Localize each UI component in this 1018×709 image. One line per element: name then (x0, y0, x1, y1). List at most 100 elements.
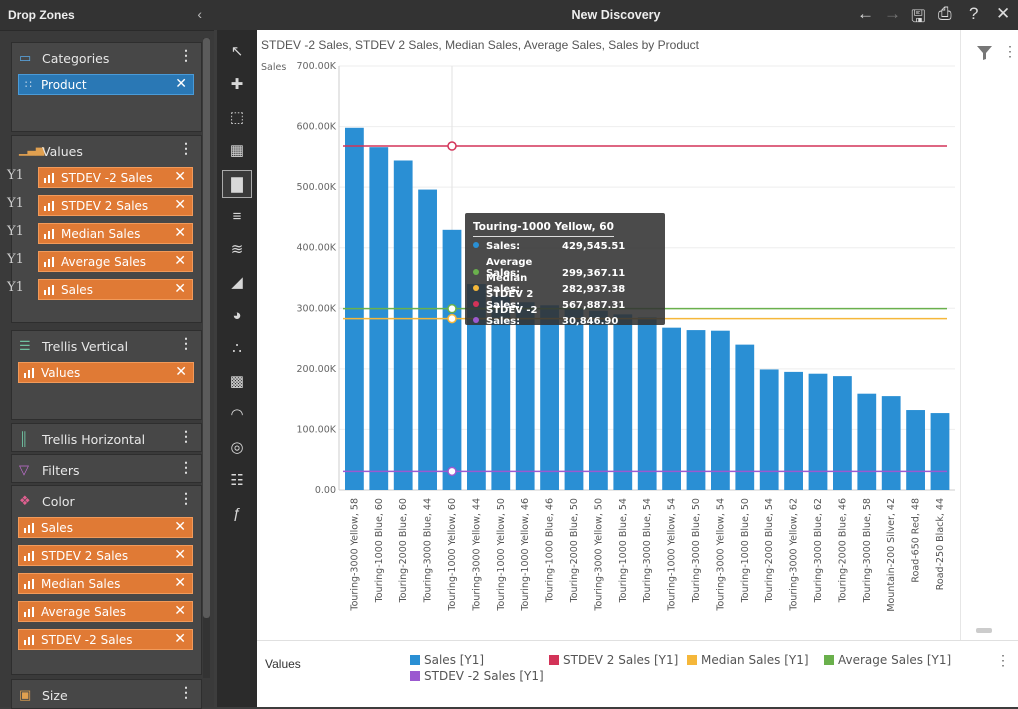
pill-value-measure[interactable]: Average Sales ✕ (38, 251, 193, 272)
pill-value-measure[interactable]: Median Sales ✕ (38, 223, 193, 244)
collapse-panel-icon[interactable]: ‹ (197, 6, 202, 22)
remove-icon[interactable]: ✕ (174, 253, 186, 269)
legend-menu-icon[interactable]: ⋮ (996, 652, 1010, 668)
hover-marker (447, 303, 457, 314)
drop-zones-title: Drop Zones (8, 8, 75, 22)
pill-label: STDEV 2 Sales (61, 199, 149, 213)
custom-formula-icon[interactable]: ƒ (232, 505, 242, 522)
pill-color-measure[interactable]: Average Sales ✕ (18, 601, 193, 622)
save-icon[interactable]: 🖫 (911, 7, 926, 26)
legend: Values ⋮ Sales [Y1] STDEV 2 Sales [Y1] Med… (257, 640, 1018, 708)
scrollbar-thumb[interactable] (203, 38, 210, 618)
pill-value-measure[interactable]: STDEV -2 Sales ✕ (38, 167, 193, 188)
chart-menu-icon[interactable]: ⋮ (1003, 43, 1017, 59)
tooltip-divider (473, 236, 614, 237)
legend-item[interactable]: Sales [Y1] (410, 653, 484, 667)
y-tick-label: 0.00 (315, 485, 336, 496)
close-icon[interactable]: ✕ (996, 4, 1011, 23)
zone-menu-icon[interactable]: ⋮ (179, 140, 193, 156)
zone-menu-icon[interactable]: ⋮ (179, 47, 193, 63)
line-chart-icon[interactable]: ≋ (230, 241, 244, 258)
pill-value-measure[interactable]: Sales ✕ (38, 279, 193, 300)
redo-icon[interactable]: → (884, 4, 901, 23)
y-tick-label: 600.00K (297, 122, 337, 133)
column-chart-icon[interactable]: ▇ (222, 170, 252, 198)
remove-icon[interactable]: ✕ (174, 547, 186, 563)
bar-chart-icon[interactable]: ≡ (232, 208, 242, 225)
pill-color-measure[interactable]: STDEV 2 Sales ✕ (18, 545, 193, 566)
print-icon[interactable]: ⎙ (938, 4, 952, 23)
zone-filters-label: Filters (42, 463, 80, 478)
zone-trellis-vertical-label: Trellis Vertical (42, 339, 129, 354)
legend-label: Sales [Y1] (424, 653, 485, 667)
zone-size: ▣ Size ⋮ (11, 679, 202, 709)
bar (735, 344, 755, 490)
legend-title: Values (265, 657, 301, 671)
legend-item[interactable]: STDEV -2 Sales [Y1] (410, 669, 544, 683)
legend-label: STDEV 2 Sales [Y1] (563, 653, 679, 667)
treemap-icon[interactable]: ▩ (229, 373, 245, 390)
remove-icon[interactable]: ✕ (174, 281, 186, 297)
values-icon: ▁▃▅ (19, 144, 45, 156)
add-point-icon[interactable]: ✚ (230, 76, 244, 93)
pill-values[interactable]: Values ✕ (18, 362, 194, 383)
y1-axis-tag[interactable]: Y1 (7, 168, 24, 183)
zone-menu-icon[interactable]: ⋮ (179, 490, 193, 506)
zone-menu-icon[interactable]: ⋮ (179, 335, 193, 351)
remove-icon[interactable]: ✕ (174, 575, 186, 591)
remove-icon[interactable]: ✕ (174, 603, 186, 619)
legend-label: STDEV -2 Sales [Y1] (424, 669, 544, 683)
remove-icon[interactable]: ✕ (175, 76, 187, 92)
y1-axis-tag[interactable]: Y1 (7, 280, 24, 295)
gauge-icon[interactable]: ◠ (230, 406, 244, 423)
pill-value-measure[interactable]: STDEV 2 Sales ✕ (38, 195, 193, 216)
legend-item[interactable]: Average Sales [Y1] (824, 653, 951, 667)
remove-icon[interactable]: ✕ (174, 197, 186, 213)
measure-icon (44, 229, 55, 239)
map-globe-icon[interactable]: ◎ (230, 439, 244, 456)
pill-product[interactable]: ∷ Product ✕ (18, 74, 194, 95)
x-tick-label: Touring-3000 Blue, 62 (813, 498, 824, 603)
zone-menu-icon[interactable]: ⋮ (179, 684, 193, 700)
trellis-horizontal-icon: ║ (19, 431, 29, 446)
zone-menu-icon[interactable]: ⋮ (179, 459, 193, 475)
select-pointer-icon[interactable]: ↖ (230, 43, 244, 60)
y1-axis-tag[interactable]: Y1 (7, 196, 24, 211)
bar (589, 310, 608, 490)
drop-zones-panel: Drop Zones ‹ ▭ Categories ⋮ ∷ Product ✕ … (0, 0, 214, 709)
y1-axis-tag[interactable]: Y1 (7, 224, 24, 239)
x-tick-label: Touring-3000 Yellow, 44 (471, 498, 482, 612)
filter-icon[interactable] (976, 45, 994, 61)
pie-chart-icon[interactable]: ◕ (232, 307, 242, 324)
remove-icon[interactable]: ✕ (174, 519, 186, 535)
pill-label: STDEV -2 Sales (61, 171, 153, 185)
area-chart-icon[interactable]: ◢ (231, 274, 243, 291)
pill-color-measure[interactable]: Sales ✕ (18, 517, 193, 538)
pill-color-measure[interactable]: Median Sales ✕ (18, 573, 193, 594)
grid-icon[interactable]: ☷ (230, 472, 244, 489)
pill-color-measure[interactable]: STDEV -2 Sales ✕ (18, 629, 193, 650)
bar (515, 302, 535, 490)
chart-area: STDEV -2 Sales, STDEV 2 Sales, Median Sa… (257, 30, 1018, 707)
remove-icon[interactable]: ✕ (174, 225, 186, 241)
y-tick-label: 400.00K (297, 243, 337, 254)
legend-item[interactable]: Median Sales [Y1] (687, 653, 809, 667)
table-icon[interactable]: ▦ (229, 142, 245, 159)
x-tick-label: Touring-1000 Blue, 50 (740, 498, 751, 603)
undo-icon[interactable]: ← (857, 4, 874, 23)
remove-icon[interactable]: ✕ (174, 169, 186, 185)
lasso-select-icon[interactable]: ⬚ (229, 109, 245, 126)
scatter-chart-icon[interactable]: ∴ (232, 340, 242, 357)
y1-axis-tag[interactable]: Y1 (7, 252, 24, 267)
zone-categories-label: Categories (42, 51, 110, 66)
legend-item[interactable]: STDEV 2 Sales [Y1] (549, 653, 678, 667)
x-tick-label: Touring-3000 Yellow, 58 (349, 498, 360, 612)
color-palette-icon: ❖ (19, 493, 31, 508)
zone-menu-icon[interactable]: ⋮ (179, 428, 193, 444)
bar (442, 229, 462, 490)
resize-handle[interactable] (976, 628, 992, 633)
remove-icon[interactable]: ✕ (175, 364, 187, 380)
help-icon[interactable]: ? (969, 4, 979, 23)
tooltip-row: Average Sales: 299,367.11 (473, 257, 625, 279)
remove-icon[interactable]: ✕ (174, 631, 186, 647)
